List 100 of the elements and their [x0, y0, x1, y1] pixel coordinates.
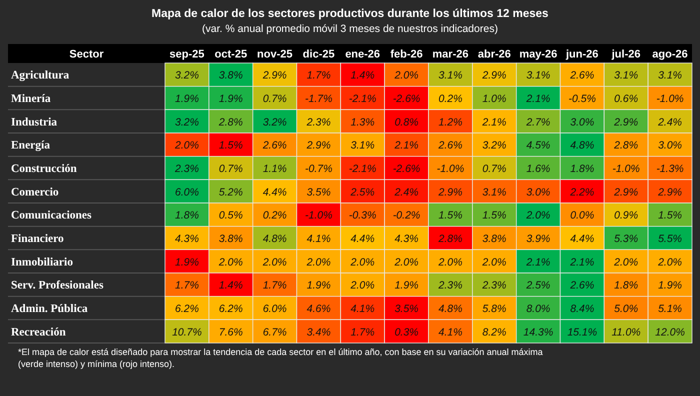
data-label: 2.0%	[394, 256, 419, 268]
data-label: 5.2%	[218, 186, 243, 198]
data-label: 4.8%	[570, 140, 594, 152]
data-label: -1.0%	[656, 93, 684, 105]
data-label: 4.1%	[350, 303, 375, 315]
data-label: 2.0%	[481, 256, 506, 268]
data-label: 1.9%	[394, 280, 419, 292]
data-label: 5.1%	[658, 303, 682, 315]
chart-title: Mapa de calor de los sectores productivos durante los últimos 12 meses	[152, 8, 548, 20]
data-label: 1.8%	[174, 210, 199, 222]
x-tick-label: oct-25	[214, 48, 248, 60]
data-label: 3.2%	[174, 116, 199, 128]
y-axis-title: Sector	[69, 48, 104, 60]
x-tick-label: abr-26	[478, 48, 511, 60]
data-label: 2.2%	[569, 186, 594, 198]
data-label: 0.9%	[614, 210, 638, 222]
data-label: 2.4%	[394, 186, 419, 198]
data-label: 2.0%	[657, 256, 682, 268]
data-label: 0.2%	[262, 210, 287, 222]
data-label: 2.0%	[350, 280, 375, 292]
data-label: 12.0%	[655, 326, 685, 338]
data-label: -1.0%	[436, 163, 464, 175]
data-label: 1.9%	[174, 256, 199, 268]
data-label: 2.0%	[218, 256, 243, 268]
data-label: 3.1%	[482, 186, 506, 198]
data-label: 2.6%	[262, 140, 287, 152]
data-label: 2.9%	[437, 186, 462, 198]
x-tick-label: mar-26	[432, 48, 468, 60]
data-label: 3.2%	[482, 140, 506, 152]
data-label: 0.7%	[262, 93, 287, 105]
y-tick-label: Construcción	[11, 163, 78, 175]
data-label: 1.7%	[262, 280, 287, 292]
data-label: 0.7%	[218, 163, 243, 175]
data-label: 6.7%	[262, 326, 287, 338]
data-label: 2.8%	[218, 116, 243, 128]
data-label: 1.4%	[350, 70, 375, 82]
data-label: 2.6%	[569, 70, 594, 82]
data-label: 0.0%	[570, 210, 594, 222]
x-tick-label: feb-26	[390, 48, 423, 60]
data-label: 2.0%	[437, 256, 462, 268]
x-tick-label: ago-26	[652, 48, 688, 60]
x-tick-label: jul-26	[610, 48, 640, 60]
data-label: 1.9%	[218, 93, 243, 105]
y-tick-label: Admin. Pública	[11, 303, 88, 315]
x-tick-label: nov-25	[257, 48, 293, 60]
data-label: 4.4%	[262, 186, 287, 198]
data-label: 2.9%	[613, 116, 638, 128]
data-label: 3.0%	[526, 186, 550, 198]
x-tick-label: ene-26	[345, 48, 380, 60]
x-tick-label: sep-25	[170, 48, 204, 60]
data-label: -1.0%	[612, 163, 640, 175]
x-tick-label: may-26	[519, 48, 558, 60]
data-label: 8.2%	[482, 326, 506, 338]
data-label: 5.0%	[614, 303, 638, 315]
data-label: -0.2%	[392, 210, 420, 222]
data-label: 1.9%	[658, 280, 682, 292]
data-label: 2.3%	[306, 116, 331, 128]
data-label: 2.0%	[174, 140, 199, 152]
data-label: -0.3%	[348, 210, 376, 222]
x-tick-label: jun-26	[565, 48, 598, 60]
data-label: 2.5%	[350, 186, 375, 198]
data-label: 2.1%	[394, 140, 419, 152]
data-label: 1.5%	[482, 210, 506, 222]
data-label: 0.7%	[482, 163, 506, 175]
data-label: 5.5%	[658, 233, 682, 245]
data-label: 1.8%	[614, 280, 638, 292]
data-label: 2.1%	[569, 256, 594, 268]
data-label: 3.8%	[218, 233, 243, 245]
data-label: 2.6%	[569, 280, 594, 292]
data-label: 1.2%	[438, 116, 462, 128]
data-label: 6.2%	[174, 303, 199, 315]
data-label: -2.6%	[392, 163, 420, 175]
data-label: 3.2%	[174, 70, 199, 82]
data-label: 2.9%	[306, 140, 331, 152]
data-label: 6.2%	[218, 303, 243, 315]
y-tick-label: Comercio	[11, 186, 59, 198]
y-tick-label: Comunicaciones	[11, 210, 92, 222]
y-tick-label: Minería	[11, 93, 51, 105]
data-label: 1.7%	[350, 326, 375, 338]
data-label: 2.1%	[525, 93, 550, 105]
y-tick-label: Inmobiliario	[11, 256, 74, 268]
y-tick-label: Energía	[11, 140, 50, 152]
data-label: -2.1%	[348, 93, 376, 105]
data-label: 2.3%	[481, 280, 506, 292]
data-label: 2.1%	[525, 256, 550, 268]
data-label: 6.0%	[262, 303, 287, 315]
data-label: 2.1%	[481, 116, 506, 128]
data-label: -0.5%	[568, 93, 596, 105]
data-label: -0.7%	[304, 163, 332, 175]
y-tick-label: Industria	[11, 116, 58, 128]
data-label: 4.1%	[306, 233, 331, 245]
data-label: 0.3%	[394, 326, 419, 338]
data-label: 4.5%	[526, 140, 550, 152]
data-label: 4.1%	[438, 326, 462, 338]
data-label: 14.3%	[523, 326, 554, 338]
data-label: -1.7%	[304, 93, 332, 105]
data-label: 4.3%	[174, 233, 199, 245]
data-label: 1.0%	[482, 93, 506, 105]
data-label: 3.8%	[218, 70, 243, 82]
data-label: 3.1%	[350, 140, 375, 152]
